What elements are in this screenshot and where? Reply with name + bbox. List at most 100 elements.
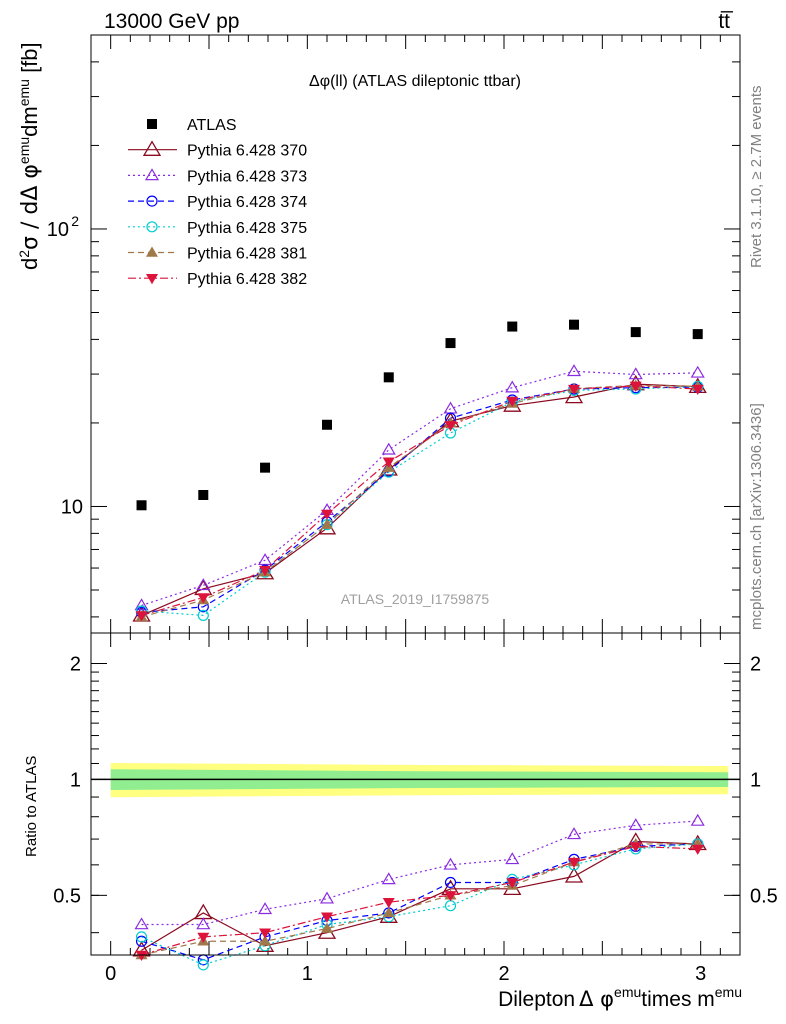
legend-label: Pythia 6.428 370 bbox=[187, 143, 307, 160]
data-point bbox=[197, 609, 209, 622]
mcplots-label: mcplots.cern.ch [arXiv:1306.3436] bbox=[748, 403, 765, 630]
data-point bbox=[197, 593, 210, 604]
ratio-y-tick-label: 2 bbox=[750, 653, 761, 675]
legend-entry: Pythia 6.428 373 bbox=[128, 168, 307, 185]
legend-marker bbox=[142, 140, 162, 156]
data-point bbox=[691, 384, 704, 396]
legend-label: Pythia 6.428 381 bbox=[187, 246, 307, 263]
ratio-series-3 bbox=[135, 838, 704, 966]
ratio-line bbox=[141, 843, 698, 956]
legend-label: Pythia 6.428 375 bbox=[187, 220, 307, 237]
x-tick-label: 2 bbox=[498, 963, 509, 985]
ratio-point bbox=[568, 857, 581, 869]
data-point bbox=[628, 367, 643, 380]
ratio-point bbox=[629, 842, 642, 853]
legend-label: Pythia 6.428 382 bbox=[187, 271, 307, 288]
ratio-point bbox=[258, 902, 273, 915]
ratio-point bbox=[382, 906, 395, 918]
ratio-uncertainty-band bbox=[91, 763, 740, 798]
data-point bbox=[136, 500, 147, 511]
ratio-point bbox=[135, 931, 148, 943]
legend-marker bbox=[146, 246, 158, 257]
legend-label: Pythia 6.428 374 bbox=[187, 194, 307, 211]
ratio-line bbox=[141, 845, 698, 956]
legend-entry: Pythia 6.428 382 bbox=[128, 271, 307, 288]
ratio-y-tick-label: 2 bbox=[70, 653, 81, 675]
data-point bbox=[569, 319, 580, 330]
data-point bbox=[383, 372, 394, 383]
ratio-point bbox=[321, 922, 333, 933]
x-tick-label: 3 bbox=[695, 963, 706, 985]
series-line bbox=[141, 383, 698, 616]
data-point bbox=[322, 419, 332, 430]
main-y-axis-label: d2σ / dΔ φemudmemu [fb] bbox=[16, 42, 43, 270]
data-point bbox=[690, 365, 705, 378]
ratio-point bbox=[444, 891, 457, 902]
ratio-y-tick-label: 1 bbox=[70, 769, 81, 791]
ratio-y-axis-label: Ratio to ATLAS bbox=[23, 756, 40, 857]
data-point bbox=[630, 327, 641, 338]
legend-label: Pythia 6.428 373 bbox=[187, 168, 307, 185]
legend: ATLAS Pythia 6.428 370 Pythia 6.428 373 Pyt… bbox=[128, 117, 307, 288]
ratio-panel-series bbox=[132, 813, 707, 971]
data-point bbox=[382, 457, 395, 468]
ratio-point bbox=[259, 928, 272, 939]
main-panel-series bbox=[132, 319, 707, 622]
main-y-tick-label: 10 bbox=[47, 219, 69, 241]
ratio-series-2 bbox=[134, 813, 705, 930]
data-point bbox=[321, 509, 333, 520]
series-2 bbox=[134, 364, 705, 611]
main-y-tick-label-exponent: 2 bbox=[71, 213, 79, 229]
plot-title: Δφ(ll) (ATLAS dileptonic ttbar) bbox=[309, 73, 521, 90]
ratio-point bbox=[197, 932, 210, 943]
ratio-point bbox=[259, 935, 272, 946]
series-line bbox=[141, 384, 698, 618]
data-point bbox=[444, 421, 457, 432]
ratio-point bbox=[134, 917, 149, 930]
legend-marker bbox=[146, 221, 158, 233]
legend-marker bbox=[146, 274, 158, 285]
legend-marker bbox=[146, 195, 158, 207]
data-point bbox=[321, 518, 333, 529]
data-point bbox=[445, 338, 456, 349]
ratio-point bbox=[690, 813, 705, 826]
analysis-id: ATLAS_2019_I1759875 bbox=[341, 591, 490, 607]
legend-entry: Pythia 6.428 381 bbox=[128, 246, 307, 263]
ratio-point bbox=[321, 912, 333, 923]
rivet-version-label: Rivet 3.1.10, ≥ 2.7M events bbox=[748, 86, 765, 269]
ratio-point bbox=[194, 903, 213, 920]
data-point bbox=[259, 565, 272, 577]
energy-label: 13000 GeV pp bbox=[104, 10, 239, 33]
series-6 bbox=[135, 381, 704, 622]
data-point bbox=[507, 321, 518, 332]
ratio-point bbox=[566, 827, 582, 840]
legend-marker bbox=[147, 119, 157, 129]
ratio-line bbox=[141, 840, 698, 951]
ratio-y-tick-label: 0.5 bbox=[53, 885, 81, 907]
ratio-point bbox=[505, 852, 520, 865]
series-1 bbox=[132, 374, 707, 622]
ratio-point bbox=[564, 867, 584, 883]
ratio-line bbox=[141, 820, 698, 926]
data-point bbox=[568, 384, 581, 396]
main-y-tick-label: 10 bbox=[61, 496, 83, 518]
ratio-point bbox=[382, 897, 395, 909]
data-point bbox=[258, 553, 273, 566]
ratio-point bbox=[506, 878, 519, 889]
data-point bbox=[505, 380, 520, 393]
series-0 bbox=[136, 319, 703, 511]
ratio-point bbox=[135, 950, 148, 961]
series-3 bbox=[135, 381, 704, 619]
data-point bbox=[629, 381, 642, 392]
data-point bbox=[692, 329, 703, 340]
ratio-series-1 bbox=[132, 832, 707, 957]
x-tick-label: 1 bbox=[302, 963, 313, 985]
ratio-point bbox=[197, 959, 209, 971]
data-point bbox=[564, 387, 584, 404]
legend-label: ATLAS bbox=[187, 117, 237, 134]
legend-marker bbox=[144, 168, 160, 181]
data-point bbox=[198, 489, 209, 500]
series-line bbox=[141, 370, 698, 606]
ratio-point bbox=[381, 872, 396, 885]
